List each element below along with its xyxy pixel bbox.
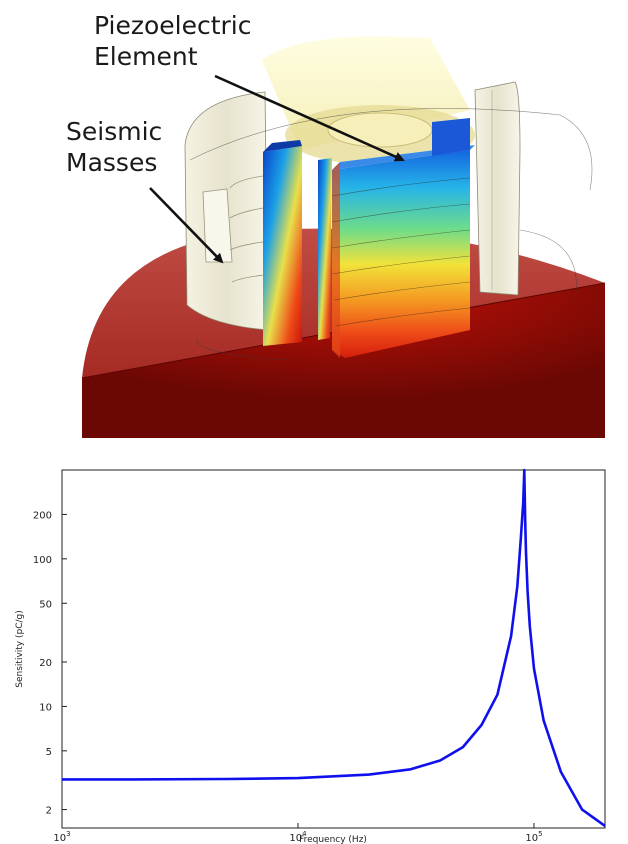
accelerometer-model-illustration [81,36,606,438]
seismic-pointer-arrow [149,187,224,264]
y-tick-label: 10 [39,702,52,713]
piezo-element-label: Piezoelectric Element [94,10,252,72]
piezo-label-line-1: Piezoelectric [94,11,252,40]
seismic-label-line-2: Masses [66,148,158,177]
sensitivity-curve [62,468,606,827]
piezo-pointer-arrow [214,74,405,162]
y-tick-label: 20 [39,658,52,669]
piezo-left-slab [263,146,302,346]
y-tick-label: 5 [46,747,52,758]
piezo-rear-slab [432,118,470,156]
y-tick-label: 200 [33,510,52,521]
y-tick-label: 2 [46,806,52,817]
y-tick-label: 100 [33,555,52,566]
piezo-label-line-2: Element [94,42,198,71]
x-tick-label: 105 [525,830,542,844]
piezo-inner-slab [318,158,332,340]
piezo-main-block [332,150,470,358]
x-tick-label: 103 [53,830,70,844]
plot-area [61,469,606,829]
y-tick-label: 50 [39,599,52,610]
y-axis-label: Sensitivity (pC/g) [15,610,25,687]
x-axis-label: Frequency (Hz) [299,835,367,844]
seismic-masses-label: Seismic Masses [66,116,162,178]
base-side [82,283,605,438]
seismic-mass-right [474,81,521,296]
seismic-label-line-1: Seismic [66,117,163,146]
